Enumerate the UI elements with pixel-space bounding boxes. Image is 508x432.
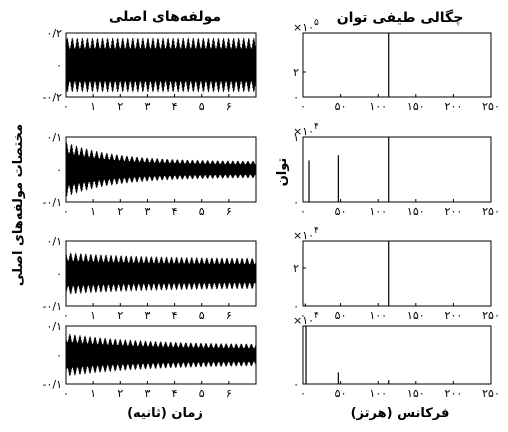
psd-subplot-frame	[302, 136, 492, 203]
x-tick-label: ۵۰	[335, 205, 347, 218]
x-tick-label: ۲۵۰	[482, 205, 500, 218]
component-signal-line	[65, 252, 257, 295]
left-x-axis-label: زمان (ثانیه)	[127, 406, 203, 421]
x-tick-label: ۵۰	[335, 309, 347, 322]
x-tick-label: ۰	[300, 100, 306, 113]
x-tick-label: ۲۰۰	[445, 100, 463, 113]
x-tick-label: ۳	[144, 309, 150, 322]
y-tick-label: ۰	[293, 196, 299, 209]
x-tick-label: ۲	[117, 309, 123, 322]
x-tick-label: ۲۰۰	[445, 309, 463, 322]
x-tick-label: ۰	[63, 205, 69, 218]
x-tick-label: ۲	[117, 205, 123, 218]
x-tick-label: ۵۰	[335, 387, 347, 400]
x-tick-label: ۰	[63, 387, 69, 400]
x-tick-label: ۱	[90, 309, 96, 322]
x-tick-label: ۵	[199, 100, 205, 113]
y-tick-label: ۲	[293, 262, 299, 275]
scale-multiplier: ×۱۰۴	[293, 122, 319, 138]
x-tick-label: ۴	[172, 387, 178, 400]
component-signal-line	[65, 142, 257, 197]
x-tick-label: ۱	[90, 205, 96, 218]
right-x-axis-label: فرکانس (هرتز)	[351, 406, 450, 421]
y-tick-label: ۰	[56, 349, 62, 362]
scale-multiplier: ×۱۰۴	[293, 311, 319, 327]
x-tick-label: ۳	[144, 100, 150, 113]
psd-subplot-frame	[302, 32, 492, 98]
psd-subplot-frame	[302, 325, 492, 385]
x-tick-label: ۲۰۰	[445, 387, 463, 400]
x-tick-label: ۲۰۰	[445, 205, 463, 218]
x-tick-label: ۱۵۰	[407, 205, 425, 218]
scale-multiplier: ×۱۰۵	[293, 18, 319, 34]
x-tick-label: ۵	[199, 309, 205, 322]
component-signal-line	[65, 334, 257, 377]
x-tick-label: ۰	[300, 205, 306, 218]
y-tick-label: ۰/۱	[46, 131, 62, 144]
x-tick-label: ۰	[300, 309, 306, 322]
scale-multiplier: ×۱۰۴	[293, 226, 319, 242]
y-tick-label: ۰	[56, 164, 62, 177]
x-tick-label: ۵	[199, 205, 205, 218]
x-tick-label: ۴	[172, 100, 178, 113]
y-tick-label: ۰	[293, 378, 299, 391]
y-tick-label: ۱	[293, 131, 299, 144]
x-tick-label: ۶	[226, 387, 232, 400]
y-tick-label: ۰	[293, 91, 299, 104]
y-tick-label: ۰/۲	[46, 27, 62, 40]
right-column-title: چگالی طیفی توان	[337, 9, 464, 26]
x-tick-label: ۵۰	[335, 100, 347, 113]
y-tick-label: -۰/۱	[43, 378, 63, 391]
x-tick-label: ۱۵۰	[407, 100, 425, 113]
x-tick-label: ۱۰۰	[369, 387, 387, 400]
x-tick-label: ۱	[90, 387, 96, 400]
x-tick-label: ۲۵۰	[482, 309, 500, 322]
x-tick-label: ۱۵۰	[407, 387, 425, 400]
x-tick-label: ۱۰۰	[369, 100, 387, 113]
x-tick-label: ۱	[90, 100, 96, 113]
y-tick-label: ۰/۱	[46, 320, 62, 333]
x-tick-label: ۰	[63, 309, 69, 322]
x-tick-label: ۱۵۰	[407, 309, 425, 322]
y-tick-label: ۰	[56, 268, 62, 281]
x-tick-label: ۲	[117, 387, 123, 400]
x-tick-label: ۳	[144, 205, 150, 218]
left-y-axis-label: مختصات مولفه‌های اصلی	[11, 124, 26, 286]
x-tick-label: ۵	[199, 387, 205, 400]
x-tick-label: ۲۵۰	[482, 100, 500, 113]
y-tick-label: ۰/۱	[46, 235, 62, 248]
y-tick-label: -۰/۱	[43, 300, 63, 313]
x-tick-label: ۶	[226, 205, 232, 218]
x-tick-label: ۶	[226, 100, 232, 113]
x-tick-label: ۴	[172, 309, 178, 322]
x-tick-label: ۰	[63, 100, 69, 113]
y-tick-label: ۰	[293, 300, 299, 313]
x-tick-label: ۴	[172, 205, 178, 218]
psd-subplot-frame	[302, 240, 492, 307]
x-tick-label: ۰	[300, 387, 306, 400]
x-tick-label: ۳	[144, 387, 150, 400]
right-y-axis-label: توان	[275, 158, 290, 187]
x-tick-label: ۱۰۰	[369, 205, 387, 218]
y-tick-label: ۰	[56, 59, 62, 72]
x-tick-label: ۱۰۰	[369, 309, 387, 322]
left-column-title: مولفه‌های اصلی	[109, 9, 221, 25]
component-signal-line	[65, 37, 257, 93]
x-tick-label: ۲۵۰	[482, 387, 500, 400]
x-tick-label: ۶	[226, 309, 232, 322]
y-tick-label: ۲	[293, 66, 299, 79]
subplot-grid: ۰/۲۰-۰/۲۰ ۱ ۲ ۳ ۴ ۵ ۶۰/۱۰-۰/۱۰ ۱ ۲ ۳ ۴ ۵ ۶۰/۱۰-۰/۱۰ ۱…	[43, 18, 500, 400]
x-tick-label: ۲	[117, 100, 123, 113]
y-tick-label: -۰/۲	[43, 91, 63, 104]
y-tick-label: -۰/۱	[43, 196, 63, 209]
